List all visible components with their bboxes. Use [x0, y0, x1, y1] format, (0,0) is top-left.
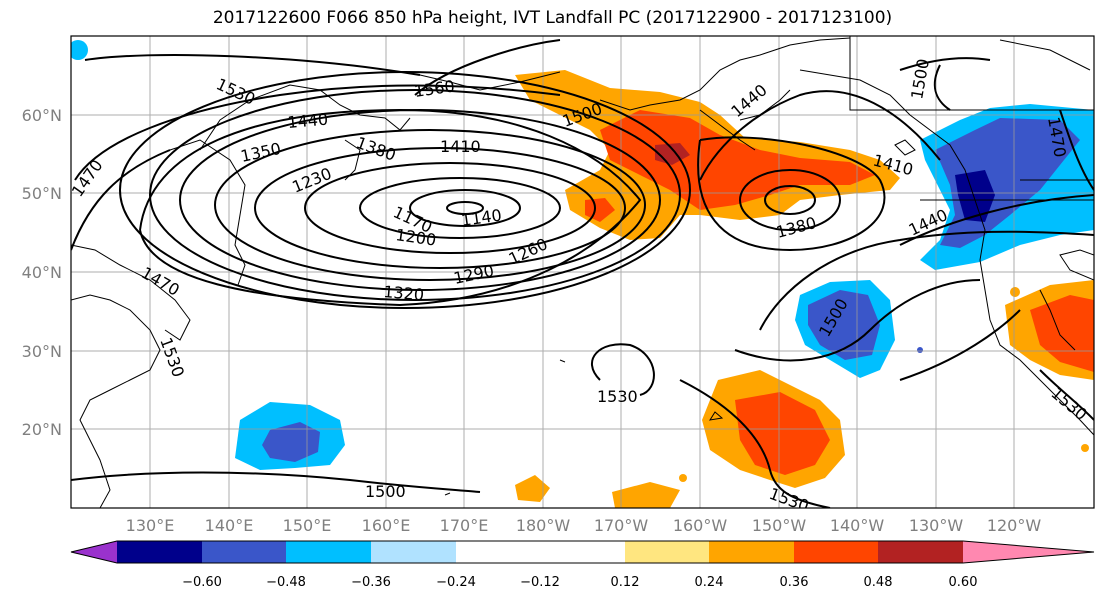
height-contours	[71, 39, 1094, 508]
colorbar-tick: −0.12	[520, 575, 560, 590]
map-frame	[70, 35, 1095, 509]
colorbar-tick: 0.60	[949, 575, 978, 590]
colorbar-bin	[625, 541, 709, 563]
map-panel: 1530 1560 1500 1440 1500 1470 1440 1380 …	[71, 36, 1094, 508]
lon-label: 150°E	[283, 516, 332, 535]
map-title: 2017122600 F066 850 hPa height, IVT Land…	[212, 8, 893, 28]
colorbar-bin	[794, 541, 878, 563]
colorbar-tick: −0.36	[351, 575, 391, 590]
colorbar-tick: 0.24	[695, 575, 724, 590]
colorbar-tick: 0.12	[611, 575, 640, 590]
positive-anomaly-shading	[515, 70, 1094, 508]
contour-label: 1410	[440, 137, 481, 156]
lat-label: 20°N	[22, 420, 62, 439]
lon-label: 140°W	[830, 516, 885, 535]
lon-label: 160°W	[673, 516, 728, 535]
colorbar-bin	[286, 541, 371, 563]
lat-label: 30°N	[22, 342, 62, 361]
colorbar-bin	[456, 541, 540, 563]
lat-label: 50°N	[22, 184, 62, 203]
colorbar-bin	[709, 541, 794, 563]
longitude-labels: 130°E 140°E 150°E 160°E 170°E 180°W 170°…	[126, 516, 1042, 535]
lon-label: 170°E	[440, 516, 489, 535]
lat-label: 40°N	[22, 263, 62, 282]
colorbar-tick: 0.36	[780, 575, 809, 590]
contour-label: 1530	[597, 387, 638, 406]
colorbar-tick: −0.24	[436, 575, 476, 590]
colorbar-extend-high	[963, 541, 1094, 563]
colorbar-bin	[878, 541, 963, 563]
contour-label: 1320	[383, 282, 425, 304]
negative-anomaly-shading	[71, 40, 1094, 470]
colorbar-tick: 0.48	[864, 575, 893, 590]
colorbar-bin	[202, 541, 286, 563]
lon-label: 180°W	[516, 516, 571, 535]
lon-label: 130°E	[126, 516, 175, 535]
colorbar-tick: −0.60	[182, 575, 222, 590]
lon-label: 170°W	[594, 516, 649, 535]
colorbar-extend-low	[71, 541, 117, 563]
lon-label: 120°W	[987, 516, 1042, 535]
lon-label: 160°E	[362, 516, 411, 535]
contour-label: 1440	[287, 110, 329, 132]
lon-label: 140°E	[205, 516, 254, 535]
lat-label: 60°N	[22, 106, 62, 125]
colorbar-tick: −0.48	[266, 575, 306, 590]
latitude-labels: 60°N 50°N 40°N 30°N 20°N	[22, 106, 62, 439]
lon-label: 130°W	[909, 516, 964, 535]
colorbar-bin	[371, 541, 456, 563]
colorbar-ticks: −0.60 −0.48 −0.36 −0.24 −0.12 0.12 0.24 …	[182, 575, 977, 590]
colorbar-bin	[117, 541, 202, 563]
lon-label: 150°W	[752, 516, 807, 535]
colorbar-bin	[540, 541, 625, 563]
contour-label: 1500	[365, 482, 406, 501]
colorbar	[70, 540, 1095, 564]
